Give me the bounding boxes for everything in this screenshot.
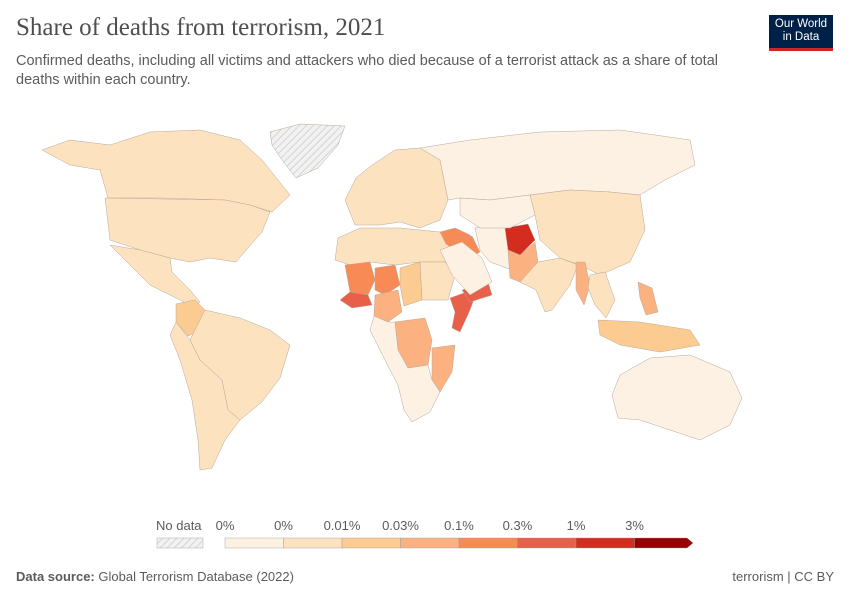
legend-tick-label: 0%	[216, 518, 235, 533]
legend-tick-label: 0.03%	[382, 518, 419, 533]
legend-bin-swatch	[634, 537, 694, 549]
legend-bin-swatch	[458, 537, 518, 549]
country-south-america-other[interactable]	[169, 321, 241, 471]
country-myanmar[interactable]	[575, 261, 591, 306]
license-note[interactable]: terrorism | CC BY	[732, 569, 834, 584]
country-philippines[interactable]	[637, 281, 659, 316]
source-note: Data source: Global Terrorism Database (…	[16, 569, 294, 584]
country-mozambique[interactable]	[431, 344, 456, 393]
legend-bin-swatch	[575, 537, 635, 549]
country-nigeria[interactable]	[373, 289, 403, 323]
legend-tick-label: 1%	[567, 518, 586, 533]
country-burkina-faso[interactable]	[339, 291, 373, 309]
country-southeast-asia[interactable]	[587, 271, 616, 319]
legend-tick-label: 3%	[625, 518, 644, 533]
country-chad[interactable]	[399, 261, 423, 307]
country-australia[interactable]	[611, 354, 743, 441]
legend-bin-swatch	[283, 537, 343, 549]
legend-bin-swatch	[517, 537, 577, 549]
legend-tick-label: 0.1%	[444, 518, 474, 533]
country-southern-africa[interactable]	[369, 315, 441, 423]
country-afghanistan[interactable]	[504, 223, 536, 256]
country-central-asia[interactable]	[459, 194, 536, 229]
country-mexico[interactable]	[109, 244, 201, 306]
country-niger[interactable]	[374, 264, 401, 296]
country-mali[interactable]	[344, 261, 376, 296]
legend: No data 0% 0% 0.01% 0.03% 0.1% 0.3% 1% 3%	[156, 518, 694, 549]
legend-tick-label: 0.01%	[324, 518, 361, 533]
country-sudan[interactable]	[419, 261, 456, 301]
legend-tick-label: 0.3%	[503, 518, 533, 533]
country-greenland[interactable]	[269, 123, 346, 179]
country-china[interactable]	[529, 189, 646, 276]
source-text[interactable]: Global Terrorism Database (2022)	[98, 569, 294, 584]
country-europe[interactable]	[344, 147, 449, 229]
chart-title: Share of deaths from terrorism, 2021	[16, 14, 386, 41]
country-saudi-arabia[interactable]	[439, 241, 493, 296]
legend-bin-swatch	[224, 537, 284, 549]
legend-no-data-label: No data	[156, 518, 202, 533]
legend-tick-label: 0%	[274, 518, 293, 533]
country-india[interactable]	[519, 257, 579, 313]
country-indonesia[interactable]	[597, 319, 701, 353]
legend-no-data-swatch	[156, 537, 204, 549]
country-north-africa[interactable]	[334, 227, 456, 266]
country-russia[interactable]	[419, 129, 696, 201]
world-map	[41, 123, 743, 471]
chart-subtitle: Confirmed deaths, including all victims …	[16, 53, 718, 88]
country-canada[interactable]	[41, 129, 291, 213]
logo-line-1: Our World	[774, 18, 828, 30]
logo-line-2: in Data	[782, 31, 820, 43]
legend-bin-swatch	[400, 537, 460, 549]
owid-logo[interactable]: Our World in Data	[769, 15, 833, 51]
source-label: Data source:	[16, 569, 95, 584]
legend-bin-swatch	[341, 537, 401, 549]
